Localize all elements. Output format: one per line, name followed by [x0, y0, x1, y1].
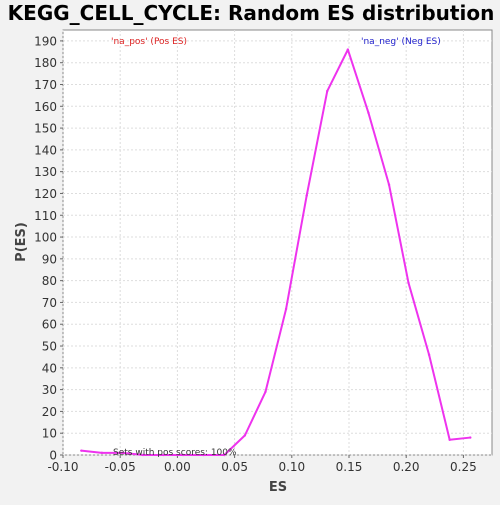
y-tick-label: 20 [42, 405, 57, 419]
y-tick-label: 110 [34, 209, 57, 223]
x-tick-label: -0.05 [105, 460, 136, 474]
es-data-point [264, 390, 267, 393]
annotation-neg-es: 'na_neg' (Neg ES) [361, 37, 441, 47]
annotation-pos-es: 'na_pos' (Pos ES) [111, 37, 187, 47]
y-tick-label: 180 [34, 56, 57, 70]
y-tick-label: 90 [42, 252, 57, 266]
es-data-point [427, 353, 431, 356]
es-data-point [387, 183, 391, 186]
es-data-point [141, 453, 145, 457]
y-tick-label: 60 [42, 318, 57, 332]
x-tick-label: 0.10 [278, 460, 305, 474]
series-layer [80, 48, 472, 457]
es-data-point [162, 453, 165, 457]
es-data-point [121, 451, 124, 455]
y-axis-ticks: 0 10 20 30 40 50 60 70 80 90 100 110 120 130 140 150 160… [34, 34, 63, 463]
y-tick-label: 0 [49, 449, 57, 463]
y-tick-label: 130 [34, 165, 57, 179]
es-data-point [181, 453, 185, 457]
es-data-point [284, 307, 288, 311]
es-data-point [326, 89, 329, 93]
es-data-point [346, 48, 350, 51]
y-tick-label: 100 [34, 231, 57, 245]
y-tick-label: 170 [34, 78, 57, 92]
y-tick-label: 40 [42, 361, 57, 375]
y-tick-label: 80 [42, 274, 57, 288]
y-tick-label: 30 [42, 383, 57, 397]
x-tick-label: 0.00 [164, 460, 191, 474]
x-axis-label: ES [269, 480, 287, 495]
x-axis-ticks: -0.10 -0.05 0.00 0.05 0.10 0.15 0.20 0.25 [47, 455, 477, 474]
annotation-pos-scores: Sets with pos scores: 100% [113, 448, 237, 458]
y-axis-label: P(ES) [14, 222, 29, 262]
x-tick-label: 0.05 [221, 460, 248, 474]
es-distribution-line [81, 48, 471, 456]
es-data-point [367, 111, 370, 115]
y-tick-label: 190 [34, 34, 57, 48]
y-tick-label: 150 [34, 122, 57, 136]
es-data-point [448, 438, 451, 441]
x-tick-label: 0.20 [393, 460, 420, 474]
y-tick-label: 70 [42, 296, 57, 310]
chart-title: KEGG_CELL_CYCLE: Random ES distribution [8, 1, 495, 25]
es-data-point [305, 194, 308, 197]
plot-area [62, 29, 493, 456]
y-tick-label: 10 [42, 427, 57, 441]
y-tick-label: 120 [34, 187, 57, 201]
es-data-point [469, 436, 472, 439]
es-data-point [223, 453, 226, 457]
y-tick-label: 50 [42, 340, 57, 354]
es-data-point [100, 451, 104, 455]
es-data-point [407, 281, 410, 285]
x-tick-label: 0.25 [450, 460, 477, 474]
x-tick-label: -0.10 [47, 460, 78, 474]
es-data-point [243, 434, 247, 437]
es-data-point [202, 453, 205, 457]
y-tick-label: 140 [34, 143, 57, 157]
es-data-point [80, 449, 83, 452]
y-tick-label: 160 [34, 100, 57, 114]
x-tick-label: 0.15 [336, 460, 363, 474]
